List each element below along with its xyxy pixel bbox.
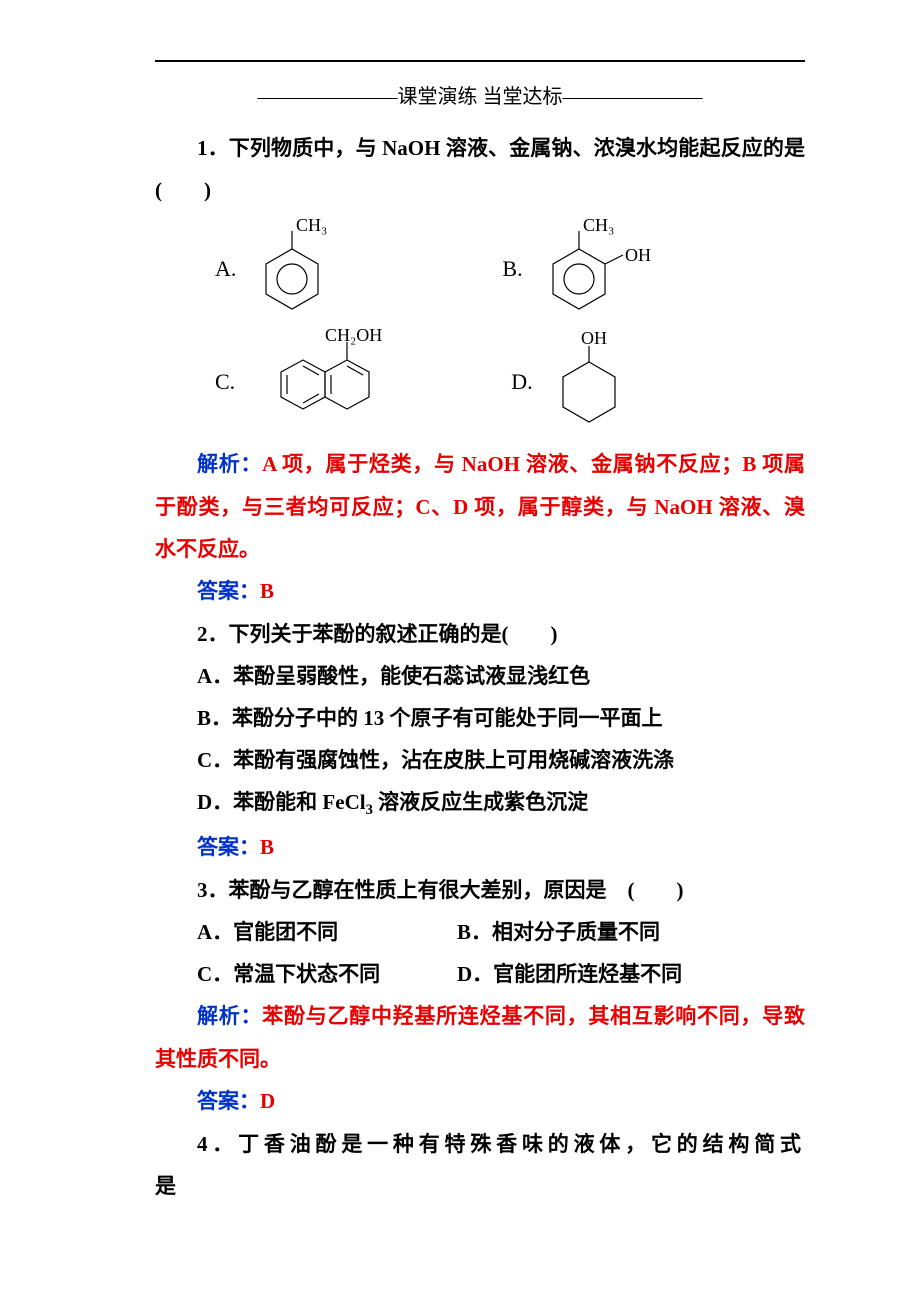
- q2-option-c: C．苯酚有强腐蚀性，沾在皮肤上可用烧碱溶液洗涤: [155, 739, 805, 781]
- q2-answer: 答案：B: [155, 826, 805, 869]
- cyclohexanol-structure-icon: OH: [539, 332, 649, 432]
- q1-option-a-label: A.: [215, 256, 236, 282]
- q1-option-c: C. CH₂OH: [215, 327, 391, 437]
- q2-d-pre: D．苯酚能和 FeCl: [197, 790, 366, 814]
- oh-label: OH: [581, 332, 607, 348]
- q3-option-c: C．常温下状态不同: [197, 953, 457, 995]
- q1-answer: 答案：B: [155, 570, 805, 613]
- q3-answer-value: D: [260, 1089, 275, 1113]
- q3-stem: 3．苯酚与乙醇在性质上有很大差别，原因是 ( ): [155, 869, 805, 911]
- q3-analysis: 解析：苯酚与乙醇中羟基所连烃基不同，其相互影响不同，导致其性质不同。: [155, 995, 805, 1080]
- naphthyl-methanol-structure-icon: CH₂OH: [241, 327, 391, 437]
- oh-label: OH: [625, 245, 651, 265]
- q1-option-b-label: B.: [502, 256, 522, 282]
- q1-answer-value: B: [260, 579, 274, 603]
- document-page: ———————课堂演练 当堂达标——————— 1．下列物质中，与 NaOH 溶…: [0, 0, 920, 1302]
- analysis-label: 解析：: [197, 1005, 262, 1028]
- q2-stem: 2．下列关于苯酚的叙述正确的是( ): [155, 613, 805, 655]
- q3-option-d: D．官能团所连烃基不同: [457, 953, 682, 995]
- q2-option-d: D．苯酚能和 FeCl3 溶液反应生成紫色沉淀: [155, 781, 805, 826]
- q2-d-post: 溶液反应生成紫色沉淀: [373, 790, 588, 814]
- q3-row-1: A．官能团不同 B．相对分子质量不同: [155, 911, 805, 953]
- q1-option-d-label: D.: [511, 369, 532, 395]
- ch3-label: CH₃: [583, 219, 614, 235]
- q1-options-row-2: C. CH₂OH D.: [215, 327, 805, 437]
- q1-option-a: A. CH₃: [215, 219, 342, 319]
- toluene-structure-icon: CH₃: [242, 219, 342, 319]
- q2-answer-value: B: [260, 835, 274, 859]
- ch3-label: CH₃: [296, 219, 327, 235]
- top-horizontal-rule: [155, 60, 805, 62]
- q2-option-b: B．苯酚分子中的 13 个原子有可能处于同一平面上: [155, 697, 805, 739]
- answer-label: 答案：: [197, 580, 260, 603]
- q3-option-a: A．官能团不同: [197, 911, 457, 953]
- q1-stem: 1．下列物质中，与 NaOH 溶液、金属钠、浓溴水均能起反应的是( ): [155, 127, 805, 211]
- q3-row-2: C．常温下状态不同 D．官能团所连烃基不同: [155, 953, 805, 995]
- q1-option-d: D. OH: [511, 327, 648, 437]
- answer-label: 答案：: [197, 1090, 260, 1113]
- q4-stem: 4．丁香油酚是一种有特殊香味的液体，它的结构简式是: [155, 1123, 805, 1207]
- q1-option-b: B. CH₃ OH: [502, 219, 678, 319]
- analysis-label: 解析：: [197, 453, 262, 476]
- q1-options-row-1: A. CH₃ B. CH₃ OH: [215, 219, 805, 319]
- q2-d-sub: 3: [366, 802, 373, 818]
- q2-option-a: A．苯酚呈弱酸性，能使石蕊试液显浅红色: [155, 655, 805, 697]
- q1-analysis: 解析：A 项，属于烃类，与 NaOH 溶液、金属钠不反应；B 项属于酚类，与三者…: [155, 443, 805, 570]
- q1-option-c-label: C.: [215, 369, 235, 395]
- ch2oh-label: CH₂OH: [325, 327, 382, 345]
- answer-label: 答案：: [197, 836, 260, 859]
- q3-option-b: B．相对分子质量不同: [457, 911, 660, 953]
- q3-answer: 答案：D: [155, 1080, 805, 1123]
- ortho-cresol-structure-icon: CH₃ OH: [529, 219, 679, 319]
- section-title: ———————课堂演练 当堂达标———————: [155, 80, 805, 109]
